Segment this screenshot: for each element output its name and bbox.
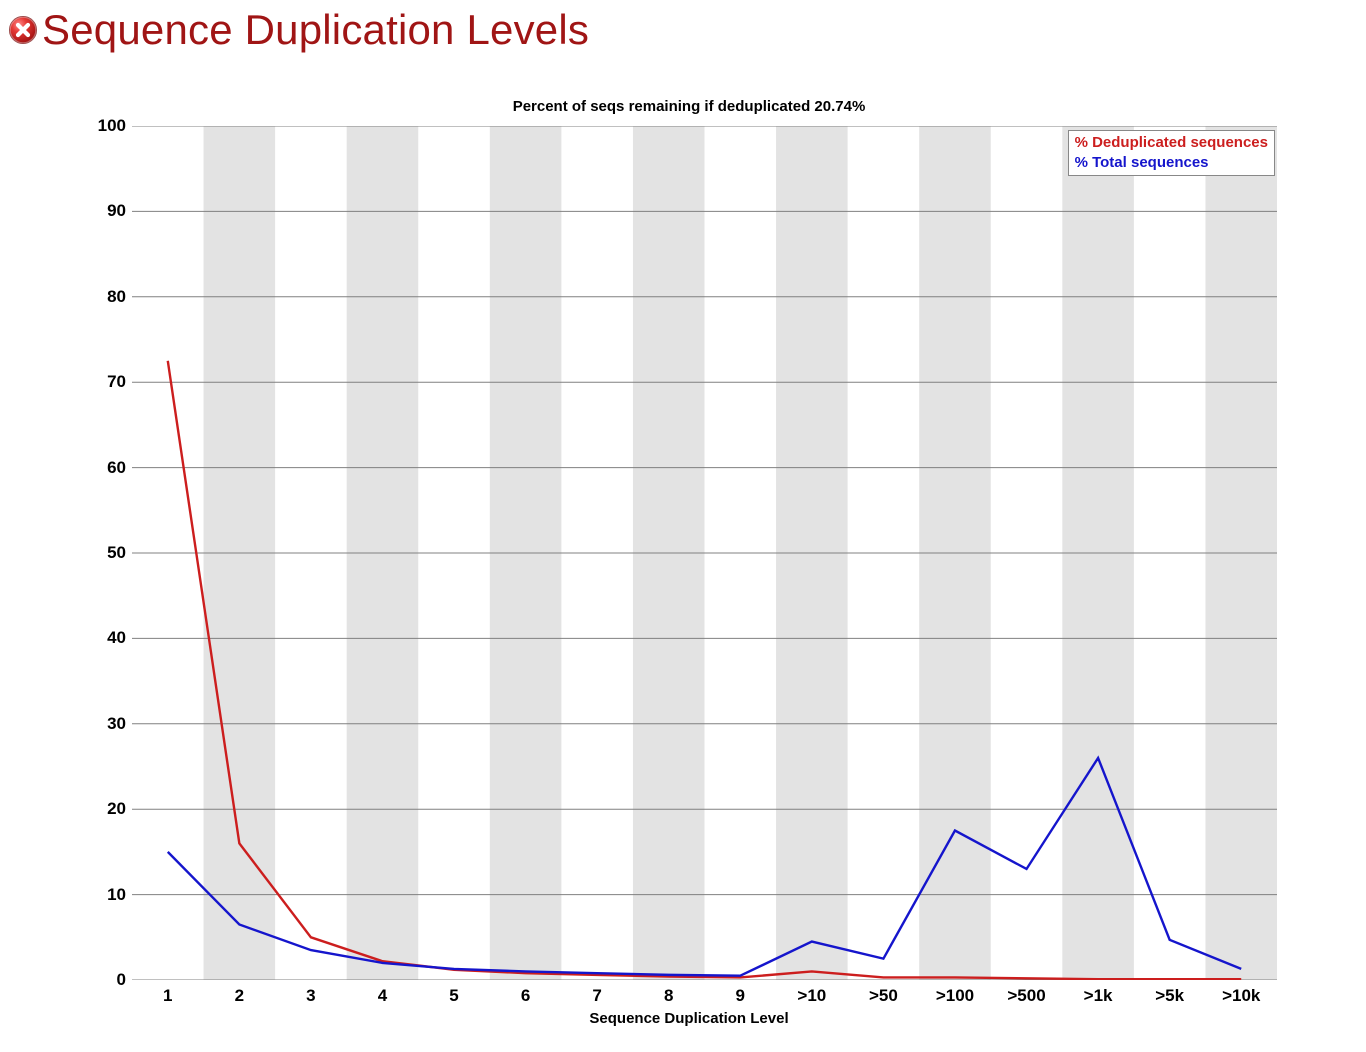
ytick-label: 90 (86, 201, 126, 221)
xtick-label: 9 (710, 986, 770, 1006)
ytick-label: 40 (86, 628, 126, 648)
xtick-label: 6 (496, 986, 556, 1006)
xtick-label: >5k (1140, 986, 1200, 1006)
xtick-label: >10k (1211, 986, 1271, 1006)
chart-plot-area (132, 126, 1277, 980)
ytick-label: 60 (86, 458, 126, 478)
xtick-label: 4 (352, 986, 412, 1006)
ytick-label: 80 (86, 287, 126, 307)
xtick-label: 8 (639, 986, 699, 1006)
chart-title: Percent of seqs remaining if deduplicate… (94, 98, 1284, 115)
error-x-icon (8, 15, 38, 45)
xtick-label: >50 (853, 986, 913, 1006)
chart-legend: % Deduplicated sequences% Total sequence… (1068, 130, 1275, 176)
legend-item: % Deduplicated sequences (1075, 133, 1268, 153)
xtick-label: >500 (997, 986, 1057, 1006)
xtick-label: >1k (1068, 986, 1128, 1006)
xtick-label: >10 (782, 986, 842, 1006)
page-root: Sequence Duplication Levels Percent of s… (0, 0, 1366, 1052)
ytick-label: 100 (86, 116, 126, 136)
page-title: Sequence Duplication Levels (42, 6, 589, 54)
ytick-label: 20 (86, 799, 126, 819)
xtick-label: 3 (281, 986, 341, 1006)
ytick-label: 30 (86, 714, 126, 734)
ytick-label: 0 (86, 970, 126, 990)
xtick-label: >100 (925, 986, 985, 1006)
xtick-label: 7 (567, 986, 627, 1006)
xtick-label: 5 (424, 986, 484, 1006)
xaxis-title: Sequence Duplication Level (94, 1010, 1284, 1027)
ytick-label: 70 (86, 372, 126, 392)
legend-item: % Total sequences (1075, 153, 1268, 173)
xtick-label: 2 (209, 986, 269, 1006)
ytick-label: 50 (86, 543, 126, 563)
xtick-label: 1 (138, 986, 198, 1006)
ytick-label: 10 (86, 885, 126, 905)
section-header: Sequence Duplication Levels (0, 0, 1366, 54)
duplication-chart: Percent of seqs remaining if deduplicate… (94, 102, 1284, 1032)
